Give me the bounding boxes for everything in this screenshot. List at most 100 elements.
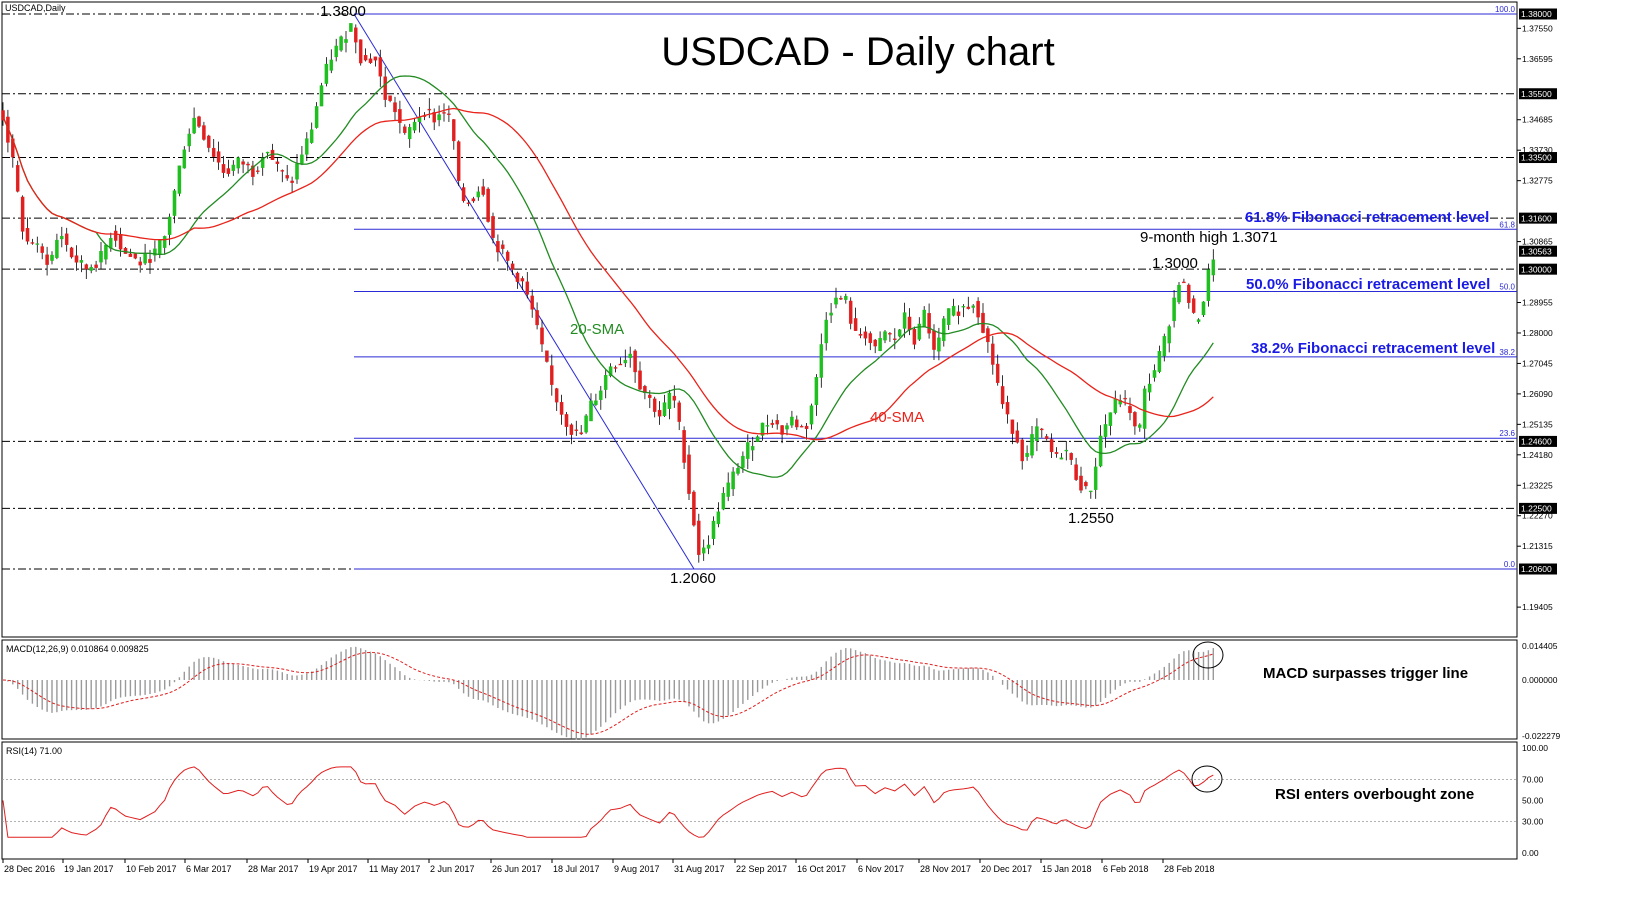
candle-down [285,175,289,179]
date-tick-label: 19 Apr 2017 [309,864,358,874]
candle-up [172,190,177,216]
candle-up [731,471,735,490]
candle-up [878,337,882,352]
candle-down [207,135,211,148]
candle-down [1044,436,1049,440]
candle-down [363,55,368,61]
candle-down [775,420,779,425]
candle-up [608,366,613,377]
candle-up [339,36,343,51]
candle-up [300,154,304,164]
candle-up [319,85,324,107]
fib-pct-23.6: 23.6 [1499,429,1515,438]
date-tick-label: 9 Aug 2017 [614,864,660,874]
date-tick-label: 28 Nov 2017 [920,864,971,874]
candle-up [1035,426,1039,442]
price-label-highlighted: 1.24600 [1521,437,1552,447]
candle-down [45,254,49,265]
candle-down [427,108,432,111]
candle-down [226,168,231,174]
date-tick-label: 10 Feb 2017 [126,864,177,874]
candle-up [407,127,412,140]
candle-down [64,233,69,245]
candle-up [844,296,848,300]
candle-down [1128,406,1132,414]
candle-down [780,425,784,435]
candle-down [839,298,843,300]
macd-axis-label: 0.000000 [1522,675,1558,685]
date-tick-label: 6 Mar 2017 [186,864,232,874]
candle-up [265,151,270,154]
candle-up [736,467,740,474]
main-panel-frame [1,1,1518,638]
candle-up [314,106,319,128]
candle-down [148,259,152,263]
price-label-box [1519,152,1557,164]
candle-up [344,39,348,43]
candle-down [373,56,378,61]
candle-down [530,295,534,310]
price-label-highlighted: 1.30000 [1521,264,1552,274]
candle-down [84,264,89,270]
candle-down [991,343,995,365]
candle-down [290,180,294,183]
fib-label-50-0: 50.0% Fibonacci retracement level [1246,276,1490,293]
date-tick-label: 22 Sep 2017 [736,864,787,874]
price-label-highlighted: 1.33500 [1521,153,1552,163]
candle-up [1025,452,1029,457]
candle-up [1201,301,1206,316]
candle-down [1182,281,1186,284]
candle-down [893,338,897,340]
candle-down [133,253,138,259]
candle-down [545,350,549,362]
candle-up [177,165,182,194]
candle-down [471,198,476,202]
price-label-highlighted: 1.35500 [1521,89,1552,99]
candle-up [716,511,721,525]
candle-down [403,126,407,133]
candle-up [1167,326,1171,344]
price-label-box [1519,88,1557,100]
candle-down [20,196,25,232]
candle-up [711,520,716,539]
candle-down [956,311,961,316]
candle-down [1000,386,1005,405]
candle-up [1030,434,1034,456]
macd-annotation: MACD surpasses trigger line [1263,665,1468,682]
candle-down [648,394,652,398]
candle-up [721,492,726,510]
candle-up [153,248,157,256]
candle-down [486,188,490,222]
candle-down [652,398,657,412]
price-tick-label: 1.33730 [1522,145,1553,155]
price-tick-label: 1.32775 [1522,176,1553,186]
candle-up [295,163,299,180]
label-1-2550: 1.2550 [1068,510,1114,527]
candle-down [138,261,142,266]
candle-down [358,39,363,64]
candle-down [863,331,868,339]
candle-down [1010,419,1015,434]
price-tick-label: 1.30865 [1522,237,1553,247]
candle-up [819,344,824,378]
candle-down [976,300,980,318]
candle-up [746,442,750,459]
macd-signal-line [2,651,1214,735]
price-tick-label: 1.28955 [1522,298,1553,308]
price-tick-label: 1.37550 [1522,23,1553,33]
candle-up [599,390,603,400]
candle-down [481,186,485,195]
candle-up [922,309,926,328]
candle-down [456,141,461,181]
candle-down [966,306,971,309]
price-label-highlighted: 1.38000 [1521,9,1552,19]
sma40-line [2,107,1214,441]
macd-axis-label: 0.014405 [1522,641,1558,651]
candle-down [574,429,579,431]
candle-down [618,363,623,366]
candle-down [442,112,446,114]
price-tick-label: 1.24180 [1522,450,1553,460]
candle-down [15,165,20,192]
rsi-axis-label: 0.00 [1522,848,1539,858]
